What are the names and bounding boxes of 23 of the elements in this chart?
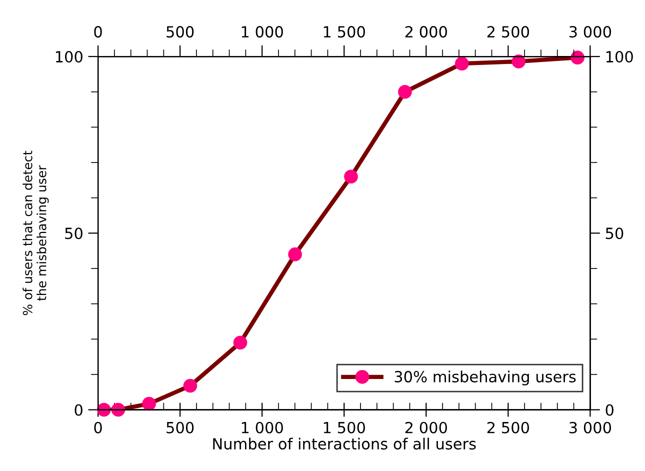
y2-tick-label: 100 <box>606 50 633 63</box>
x-tick-label: 2 000 <box>405 422 447 434</box>
x2-tick-label: 3 000 <box>569 26 612 38</box>
y-tick-label: 100 <box>56 50 82 63</box>
x2-tick-label: 500 <box>166 26 194 38</box>
y2-tick-label: 50 <box>606 228 624 240</box>
x-tick-label: 3 000 <box>569 422 612 434</box>
x-tick-label: 2 500 <box>487 422 530 434</box>
x-tick-label: 1 000 <box>242 422 283 434</box>
x-axis-title: Number of interactions of all users <box>213 438 476 450</box>
x2-tick-label: 1 500 <box>324 26 365 38</box>
y-tick-label: 50 <box>65 228 82 240</box>
x2-tick-label: 2 500 <box>487 26 530 38</box>
y2-tick-label: 0 <box>606 404 614 416</box>
x2-tick-label: 2 000 <box>405 26 447 38</box>
y-axis-title: % of users that can detect the misbehaving user <box>22 150 49 316</box>
x2-tick-label: 1 000 <box>242 26 283 38</box>
x-tick-label: 500 <box>166 422 194 434</box>
x-tick-label: 1 500 <box>324 422 365 434</box>
legend-label: 30% misbehaving users <box>394 370 576 386</box>
x-tick-label: 0 <box>94 422 102 434</box>
y-tick-label: 0 <box>74 404 82 416</box>
x2-tick-label: 0 <box>94 26 102 38</box>
